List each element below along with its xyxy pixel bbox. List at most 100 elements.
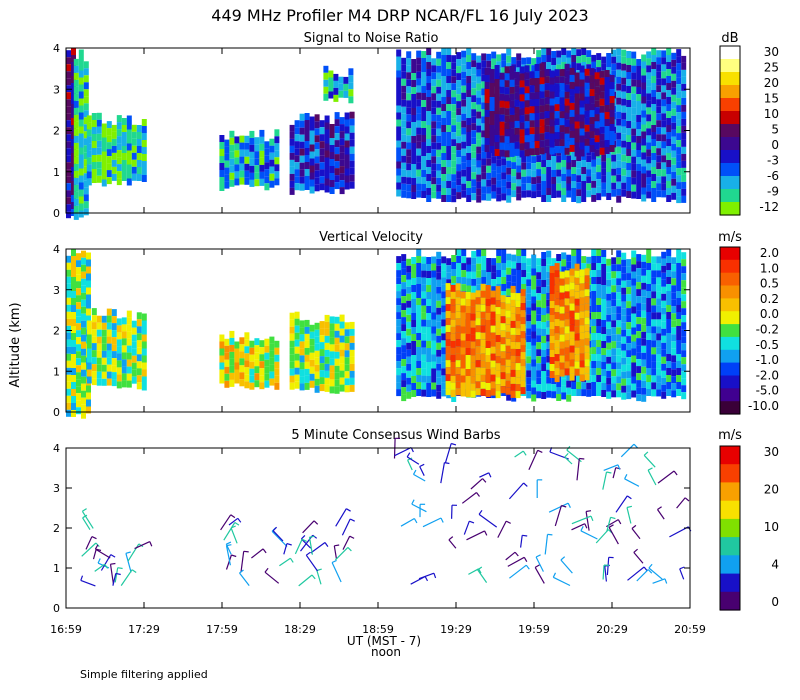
heatmap-cell <box>626 259 632 267</box>
heatmap-cell <box>299 383 305 391</box>
heatmap-cell <box>83 110 89 118</box>
heatmap-cell <box>579 142 585 150</box>
heatmap-cell <box>546 341 552 349</box>
heatmap-cell <box>309 359 315 367</box>
heatmap-cell <box>73 198 79 206</box>
heatmap-cell <box>126 324 132 332</box>
heatmap-cell <box>584 82 590 90</box>
heatmap-cell <box>81 390 86 398</box>
heatmap-cell <box>219 341 225 349</box>
heatmap-cell <box>485 285 491 292</box>
heatmap-cell <box>651 347 657 355</box>
heatmap-cell <box>661 377 667 385</box>
heatmap-cell <box>106 121 112 129</box>
wind-barb <box>497 520 507 538</box>
heatmap-cell <box>411 59 417 66</box>
heatmap-cell <box>224 160 230 168</box>
wind-barb <box>308 537 313 555</box>
heatmap-cell <box>126 129 132 137</box>
heatmap-cell <box>101 165 107 173</box>
heatmap-cell <box>416 99 422 107</box>
wind-barb <box>479 472 490 478</box>
heatmap-cell <box>421 163 427 170</box>
heatmap-cell <box>636 136 642 143</box>
heatmap-cell <box>616 62 622 70</box>
heatmap-cell <box>481 116 487 124</box>
heatmap-cell <box>541 280 547 287</box>
heatmap-cell <box>309 123 315 131</box>
heatmap-cell <box>421 114 427 121</box>
heatmap-cell <box>631 341 637 349</box>
heatmap-cell <box>621 364 627 372</box>
heatmap-cell <box>461 183 467 191</box>
heatmap-cell <box>504 73 510 81</box>
heatmap-cell <box>431 361 437 369</box>
heatmap-cell <box>671 66 677 74</box>
heatmap-cell <box>254 380 260 388</box>
heatmap-cell <box>71 291 76 298</box>
heatmap-cell <box>586 50 592 58</box>
heatmap-cell <box>324 384 330 392</box>
heatmap-cell <box>441 256 447 264</box>
heatmap-cell <box>78 49 84 57</box>
heatmap-cell <box>681 287 687 295</box>
heatmap-cell <box>631 149 637 157</box>
heatmap-cell <box>309 151 315 159</box>
heatmap-cell <box>676 119 682 127</box>
heatmap-cell <box>91 343 97 351</box>
heatmap-cell <box>96 168 102 176</box>
heatmap-cell <box>531 394 537 402</box>
heatmap-cell <box>611 182 617 190</box>
heatmap-cell <box>485 306 491 313</box>
heatmap-cell <box>626 72 632 79</box>
heatmap-cell <box>484 138 490 145</box>
heatmap-cell <box>656 190 662 198</box>
heatmap-cell <box>554 69 560 77</box>
heatmap-cell <box>66 339 71 347</box>
heatmap-cell <box>651 298 657 306</box>
heatmap-cell <box>431 86 437 94</box>
heatmap-cell <box>431 93 437 101</box>
wind-barb-flag <box>643 451 649 456</box>
heatmap-cell <box>254 373 260 381</box>
heatmap-cell <box>495 363 501 371</box>
heatmap-cell <box>456 249 462 256</box>
heatmap-cell <box>671 369 677 377</box>
heatmap-cell <box>324 328 330 336</box>
heatmap-cell <box>611 306 617 314</box>
wind-barb <box>528 450 539 470</box>
heatmap-cell <box>661 127 667 135</box>
heatmap-cell <box>465 369 471 376</box>
heatmap-cell <box>490 290 496 298</box>
heatmap-cell <box>661 64 667 72</box>
heatmap-cell <box>596 298 602 305</box>
heatmap-cell <box>234 171 240 179</box>
heatmap-cell <box>611 285 617 293</box>
heatmap-cell <box>514 78 520 86</box>
heatmap-cell <box>426 355 432 362</box>
heatmap-cell <box>396 354 402 362</box>
heatmap-cell <box>606 349 612 357</box>
heatmap-cell <box>681 294 687 302</box>
heatmap-cell <box>486 272 492 279</box>
heatmap-cell <box>609 124 615 131</box>
heatmap-cell <box>411 292 417 299</box>
heatmap-cell <box>646 291 652 298</box>
heatmap-cell <box>599 84 605 92</box>
heatmap-cell <box>294 120 300 128</box>
heatmap-cell <box>416 57 422 65</box>
heatmap-cell <box>591 152 597 160</box>
heatmap-cell <box>516 193 522 201</box>
heatmap-cell <box>264 183 270 191</box>
heatmap-cell <box>83 96 89 104</box>
heatmap-cell <box>309 366 315 374</box>
heatmap-cell <box>609 89 615 96</box>
heatmap-cell <box>421 86 427 93</box>
heatmap-cell <box>636 261 642 269</box>
heatmap-cell <box>671 299 677 307</box>
heatmap-cell <box>561 195 567 202</box>
heatmap-cell <box>96 371 102 379</box>
heatmap-cell <box>651 174 657 181</box>
heatmap-cell <box>73 107 79 115</box>
heatmap-cell <box>451 269 457 276</box>
